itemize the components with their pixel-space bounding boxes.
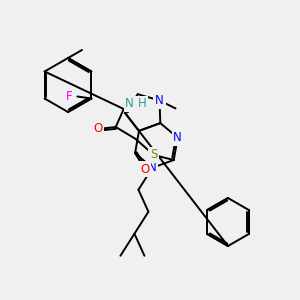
- Text: O: O: [140, 163, 150, 176]
- Text: F: F: [66, 90, 73, 103]
- Text: H: H: [138, 98, 146, 110]
- Text: N: N: [155, 94, 164, 107]
- Text: N: N: [148, 161, 157, 174]
- Text: O: O: [93, 122, 102, 136]
- Text: N: N: [125, 98, 134, 110]
- Text: S: S: [150, 148, 158, 161]
- Text: N: N: [173, 131, 182, 144]
